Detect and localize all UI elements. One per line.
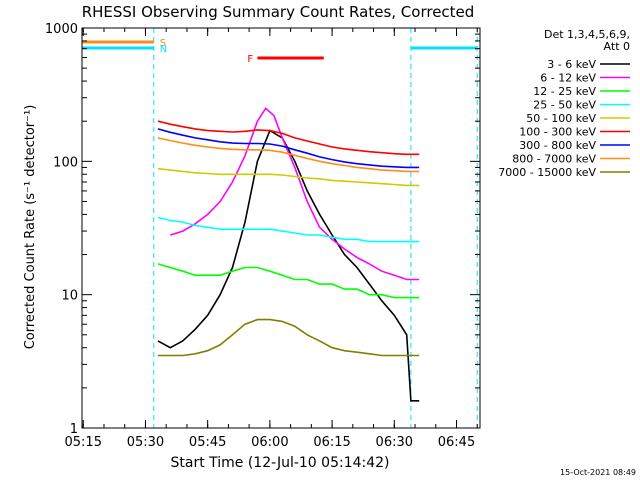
- x-axis-label: Start Time (12-Jul-10 05:14:42): [170, 455, 389, 471]
- x-tick-label: 06:00: [251, 435, 288, 450]
- legend-header: Att 0: [604, 40, 630, 53]
- y-tick-label: 100: [53, 155, 78, 170]
- legend-label-7: 800 - 7000 keV: [512, 153, 596, 166]
- series-line-2: [157, 263, 420, 299]
- flag-label-S: S: [160, 38, 166, 49]
- legend-header: Det 1,3,4,5,6,9,: [544, 28, 630, 41]
- timestamp: 15-Oct-2021 08:49: [560, 468, 636, 477]
- x-tick-label: 06:15: [313, 435, 350, 450]
- legend-label-6: 300 - 800 keV: [519, 139, 596, 152]
- x-tick-label: 06:45: [438, 435, 475, 450]
- series-line-5: [157, 120, 420, 156]
- legend-label-4: 50 - 100 keV: [526, 112, 596, 125]
- night-boundaries: [81, 28, 478, 428]
- y-tick-label: 10: [61, 289, 78, 304]
- y-tick-label: 1000: [45, 22, 78, 37]
- chart-title: RHESSI Observing Summary Count Rates, Co…: [82, 3, 475, 21]
- series-group: [157, 107, 420, 402]
- x-tick-label: 05:15: [65, 435, 102, 450]
- series-line-6: [157, 128, 420, 169]
- flag-bars: SN F: [82, 38, 478, 65]
- legend-label-8: 7000 - 15000 keV: [498, 166, 596, 179]
- y-tick-label: 1: [70, 422, 78, 437]
- x-tick-label: 05:45: [189, 435, 226, 450]
- series-line-7: [157, 137, 420, 173]
- legend-label-2: 12 - 25 keV: [533, 85, 596, 98]
- series-line-4: [157, 167, 420, 187]
- series-line-1: [170, 107, 420, 281]
- y-axis-label: Corrected Count Rate (s⁻¹ detector⁻¹): [23, 105, 38, 350]
- legend-label-1: 6 - 12 keV: [540, 72, 596, 85]
- plot-frame: [81, 27, 481, 429]
- flag-label-N: N: [160, 44, 167, 55]
- legend-label-5: 100 - 300 keV: [519, 126, 596, 139]
- x-tick-label: 05:30: [127, 435, 164, 450]
- legend-label-0: 3 - 6 keV: [547, 58, 596, 71]
- x-tick-label: 06:30: [376, 435, 413, 450]
- series-line-8: [157, 318, 420, 357]
- flag-label-F: F: [247, 54, 253, 65]
- legend-label-3: 25 - 50 keV: [533, 99, 596, 112]
- axes: 05:15 05:30 05:45 06:00 06:15 06:30 06:45 1 10 10…: [45, 22, 480, 450]
- series-line-3: [157, 216, 420, 243]
- series-line-0: [157, 129, 420, 402]
